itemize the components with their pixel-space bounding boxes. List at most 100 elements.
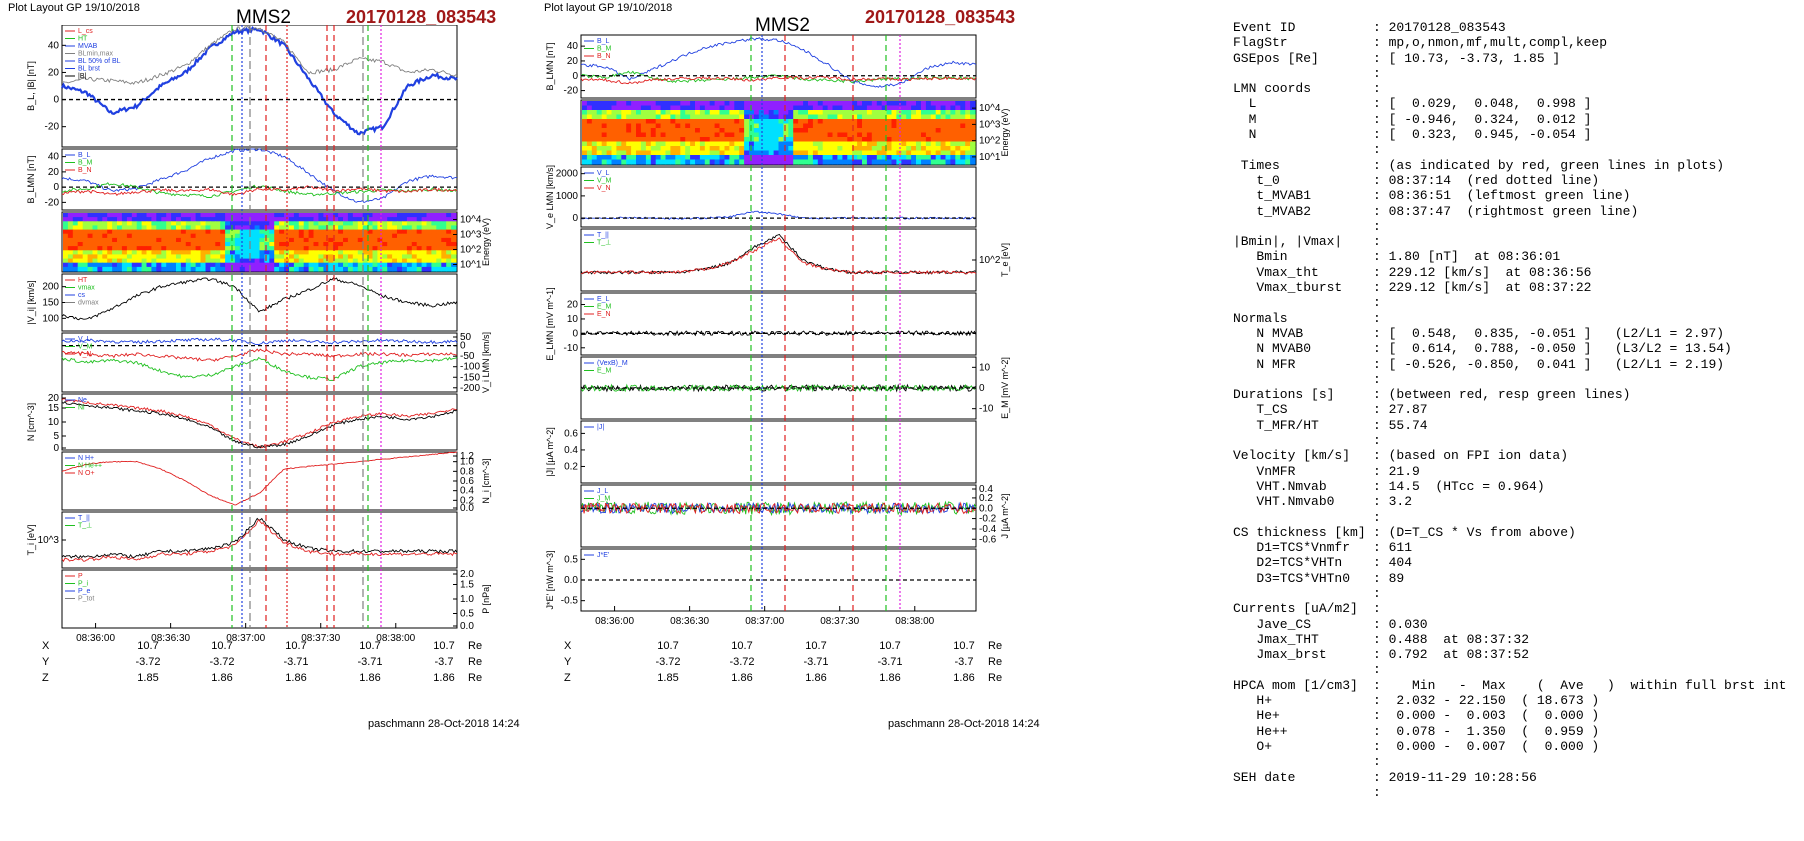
spectrogram-cell xyxy=(92,250,98,255)
spectrogram-cell xyxy=(156,258,162,264)
series-line xyxy=(580,233,977,275)
spectrogram-cell xyxy=(812,114,819,120)
spectrogram-cell xyxy=(190,242,197,247)
spectrogram-cell xyxy=(92,242,98,247)
spectrogram-cell xyxy=(734,146,740,152)
spectrogram-cell xyxy=(72,262,79,268)
spectrogram-cell xyxy=(200,246,206,251)
spectrogram-cell xyxy=(822,128,829,134)
spectrogram-cell xyxy=(308,266,315,272)
spectrogram-cell xyxy=(352,258,359,264)
spectrogram-cell xyxy=(940,110,947,116)
spectrogram-cell xyxy=(362,242,369,247)
spectrogram-cell xyxy=(387,213,393,218)
spectrogram-cell xyxy=(357,262,364,268)
spectrogram-cell xyxy=(190,221,197,226)
spectrogram-cell xyxy=(377,246,383,251)
spectrogram-cell xyxy=(357,258,364,264)
spectrogram-cell xyxy=(151,262,157,268)
spectrogram-cell xyxy=(886,114,893,120)
spectrogram-cell xyxy=(77,258,84,264)
spectrogram-cell xyxy=(827,155,834,161)
spectrogram-cell xyxy=(313,229,319,235)
y-tick-label: 0.2 xyxy=(564,461,578,472)
spectrogram-cell xyxy=(822,123,829,129)
spectrogram-cell xyxy=(63,221,69,226)
spectrogram-cell xyxy=(955,128,961,134)
spectrogram-cell xyxy=(685,137,691,143)
spectrogram-cell xyxy=(421,242,428,247)
spectrogram-cell xyxy=(269,250,275,255)
info-key: GSEpos [Re] xyxy=(1233,50,1319,66)
spectrogram-cell xyxy=(426,246,432,251)
spectrogram-cell xyxy=(97,233,103,239)
spectrogram-cell xyxy=(347,262,354,268)
spectrogram-cell xyxy=(82,229,89,235)
spectrogram-cell xyxy=(254,225,261,231)
spectrogram-cell xyxy=(803,110,809,116)
spectrogram-cell xyxy=(749,123,755,129)
info-key: |Bmin|, |Vmax| xyxy=(1233,234,1343,250)
spectrogram-cell xyxy=(606,119,613,125)
spectrogram-cell xyxy=(117,237,123,243)
spectrogram-cell xyxy=(768,123,775,129)
spectrogram-cell xyxy=(446,258,452,264)
spectrogram-cell xyxy=(803,119,809,125)
info-key: D2=TCS*VHTn xyxy=(1233,555,1343,571)
spectrogram-cell xyxy=(911,123,917,129)
spectrogram-cell xyxy=(788,146,794,152)
spectrogram-cell xyxy=(901,137,907,143)
spectrogram-cell xyxy=(616,137,622,143)
panel-frame xyxy=(61,148,458,211)
y-tick-label: 0 xyxy=(572,71,578,82)
spectrogram-cell xyxy=(891,146,897,152)
spectrogram-cell xyxy=(680,146,686,152)
spectrogram-cell xyxy=(416,213,423,218)
spectrogram-cell xyxy=(382,237,388,243)
spectrogram-cell xyxy=(596,146,603,152)
spectrogram-cell xyxy=(289,229,295,235)
spectrogram-cell xyxy=(195,225,202,231)
spectrogram-cell xyxy=(616,132,622,138)
spectrogram-cell xyxy=(660,110,667,116)
spectrogram-cell xyxy=(862,123,868,129)
coord-label: Y xyxy=(42,656,50,668)
spectrogram-cell xyxy=(112,233,118,239)
spectrogram-cell xyxy=(195,266,202,272)
spectrogram-cell xyxy=(655,101,662,107)
spectrogram-cell xyxy=(650,110,657,116)
spectrogram-cell xyxy=(822,105,829,111)
spectrogram-cell xyxy=(249,233,256,239)
info-row: : xyxy=(1233,510,1786,525)
spectrogram-cell xyxy=(724,146,730,152)
spectrogram-cell xyxy=(670,105,676,111)
spectrogram-cell xyxy=(606,105,613,111)
panel-frame xyxy=(61,451,458,511)
spectrogram-cell xyxy=(744,137,750,143)
spectrogram-cell xyxy=(117,225,123,231)
legend-label: dvmax xyxy=(78,300,99,307)
spectrogram-cell xyxy=(886,159,893,165)
spectrogram-cell xyxy=(734,155,740,161)
spectrogram-cell xyxy=(808,128,814,134)
spectrogram-cell xyxy=(136,250,143,255)
spectrogram-cell xyxy=(601,137,608,143)
panel-frame xyxy=(580,292,977,356)
spectrogram-cell xyxy=(881,159,888,165)
info-value: : xyxy=(1373,218,1381,234)
spectrogram-cell xyxy=(205,233,211,239)
spectrogram-cell xyxy=(714,114,721,120)
info-key: Event ID xyxy=(1233,20,1296,35)
info-key: H+ xyxy=(1233,693,1273,709)
spectrogram-cell xyxy=(284,237,290,243)
spectrogram-cell xyxy=(631,123,637,129)
spectrogram-cell xyxy=(768,150,775,156)
spectrogram-cell xyxy=(665,155,671,161)
spectrogram-cell xyxy=(323,242,329,247)
spectrogram-cell xyxy=(259,250,265,255)
spectrogram-cell xyxy=(837,150,843,156)
spectrogram-cell xyxy=(704,155,711,161)
spectrogram-cell xyxy=(293,233,300,239)
spectrogram-cell xyxy=(852,159,858,165)
spectrogram-cell xyxy=(234,242,241,247)
